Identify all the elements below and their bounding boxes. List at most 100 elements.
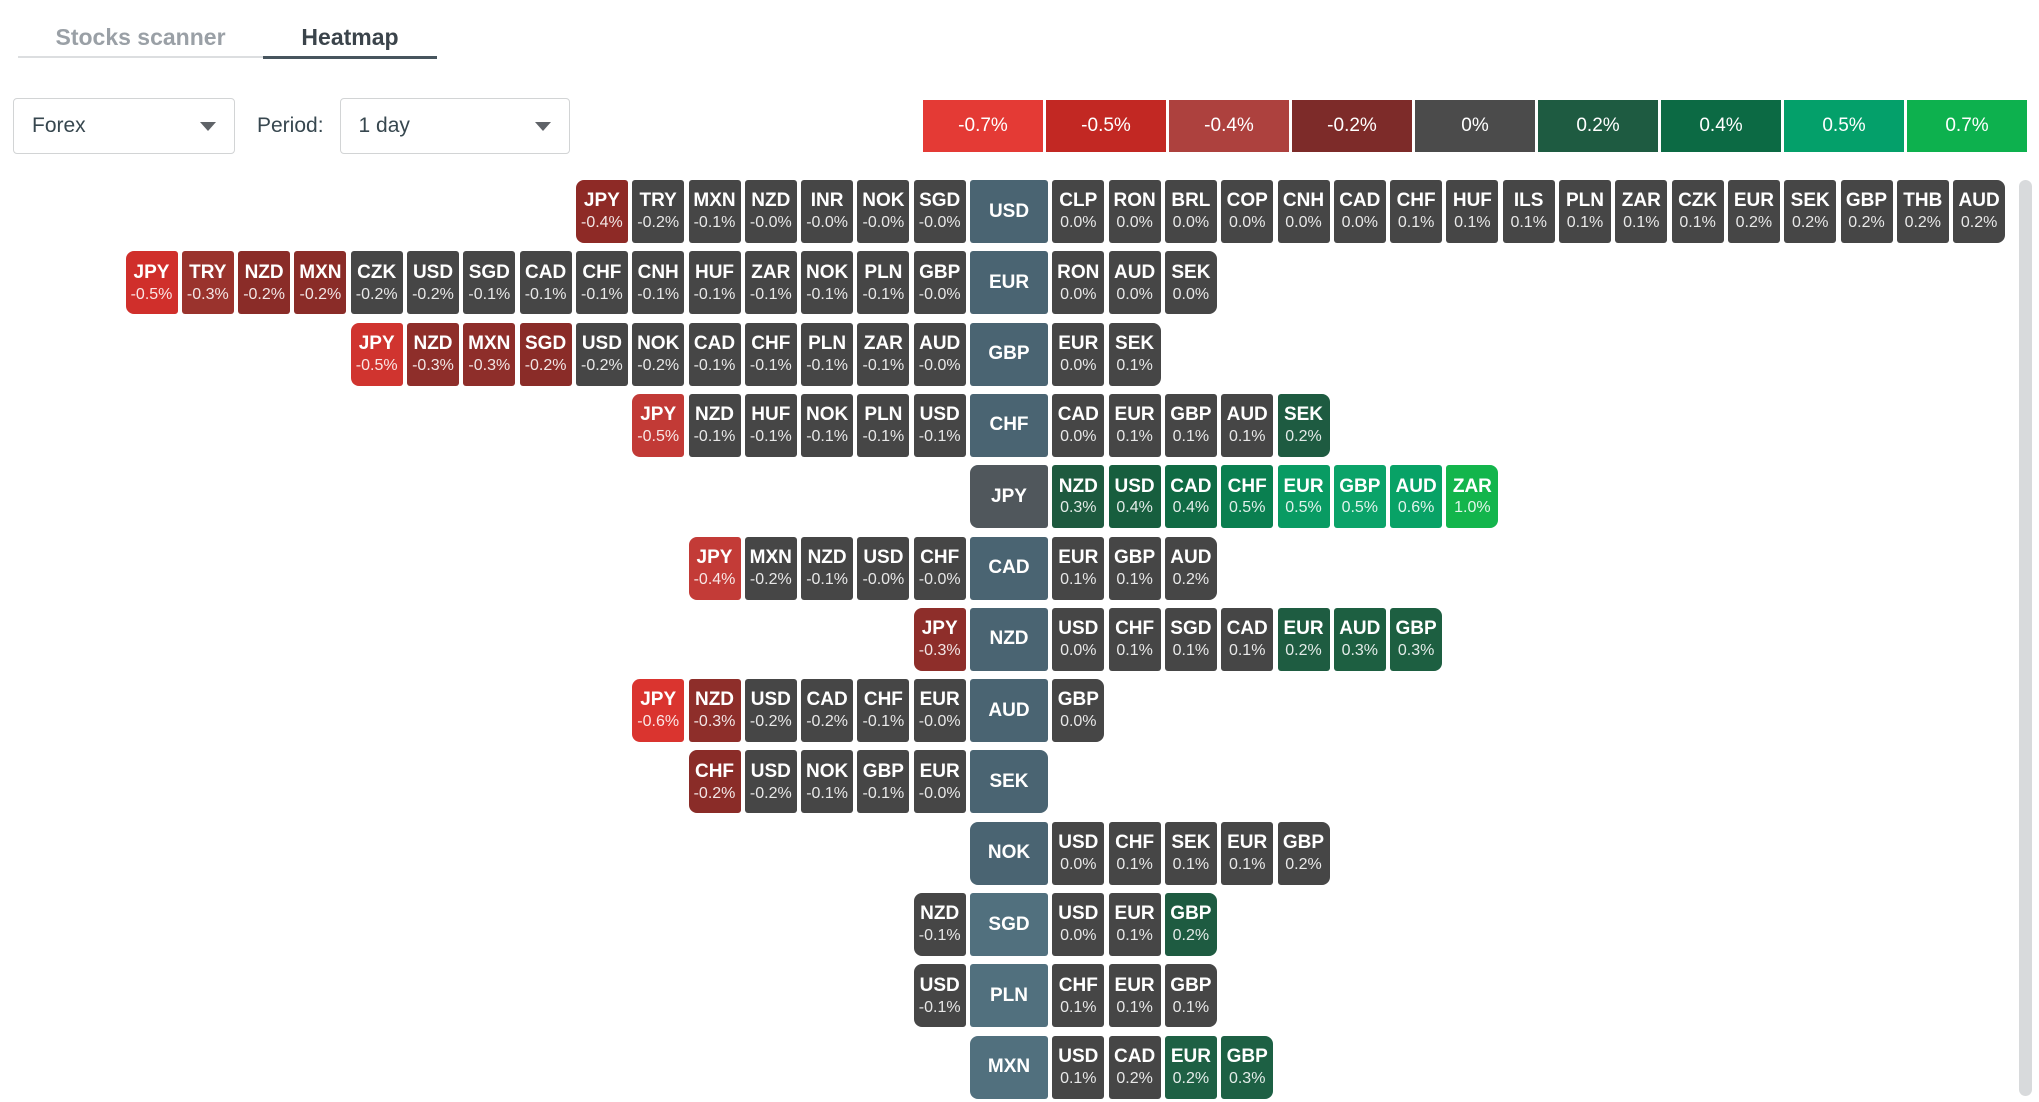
cell-NZDSGD[interactable]: SGD 0.1% — [1164, 607, 1217, 671]
cell-AUDCAD[interactable]: CAD -0.2% — [801, 679, 854, 743]
cell-JPYCHF[interactable]: CHF 0.5% — [1221, 465, 1274, 529]
cell-USDCLP[interactable]: CLP 0.0% — [1052, 180, 1105, 243]
cell-EURCHF[interactable]: CHF -0.1% — [575, 251, 628, 315]
cell-SGDEUR[interactable]: EUR 0.1% — [1108, 893, 1161, 956]
cell-EURSGD[interactable]: SGD -0.1% — [463, 251, 516, 315]
cell-AUDUSD[interactable]: USD -0.2% — [744, 679, 797, 743]
cell-USDSEK[interactable]: SEK 0.2% — [1784, 180, 1837, 243]
row-label-EUR[interactable]: EUR — [970, 251, 1048, 315]
cell-USDINR[interactable]: INR -0.0% — [801, 180, 854, 243]
cell-NOKGBP[interactable]: GBP 0.2% — [1277, 821, 1330, 885]
tab-heatmap[interactable]: Heatmap — [263, 18, 437, 59]
cell-EURAUD[interactable]: AUD 0.0% — [1108, 251, 1161, 315]
cell-MXNCAD[interactable]: CAD 0.2% — [1108, 1035, 1161, 1099]
cell-CADJPY[interactable]: JPY -0.4% — [688, 536, 741, 600]
cell-EURZAR[interactable]: ZAR -0.1% — [744, 251, 797, 315]
cell-CADEUR[interactable]: EUR 0.1% — [1052, 536, 1105, 600]
row-label-USD[interactable]: USD — [970, 180, 1048, 243]
cell-SGDGBP[interactable]: GBP 0.2% — [1164, 893, 1217, 956]
cell-GBPSGD[interactable]: SGD -0.2% — [519, 322, 572, 386]
cell-USDAUD[interactable]: AUD 0.2% — [1953, 180, 2006, 243]
cell-CHFHUF[interactable]: HUF -0.1% — [744, 393, 797, 457]
tab-stocks-scanner[interactable]: Stocks scanner — [18, 18, 263, 58]
cell-CADGBP[interactable]: GBP 0.1% — [1108, 536, 1161, 600]
cell-SEKUSD[interactable]: USD -0.2% — [744, 750, 797, 814]
cell-USDCNH[interactable]: CNH 0.0% — [1277, 180, 1330, 243]
cell-NZDEUR[interactable]: EUR 0.2% — [1277, 607, 1330, 671]
cell-GBPMXN[interactable]: MXN -0.3% — [463, 322, 516, 386]
cell-EURNOK[interactable]: NOK -0.1% — [801, 251, 854, 315]
cell-NZDGBP[interactable]: GBP 0.3% — [1390, 607, 1443, 671]
row-label-GBP[interactable]: GBP — [970, 322, 1048, 386]
cell-CHFJPY[interactable]: JPY -0.5% — [632, 393, 685, 457]
cell-SEKEUR[interactable]: EUR -0.0% — [913, 750, 966, 814]
cell-AUDCHF[interactable]: CHF -0.1% — [857, 679, 910, 743]
cell-SGDNZD[interactable]: NZD -0.1% — [913, 893, 966, 956]
cell-JPYEUR[interactable]: EUR 0.5% — [1277, 465, 1330, 529]
cell-EURRON[interactable]: RON 0.0% — [1052, 251, 1105, 315]
cell-USDCAD[interactable]: CAD 0.0% — [1333, 180, 1386, 243]
cell-GBPNOK[interactable]: NOK -0.2% — [632, 322, 685, 386]
cell-CHFAUD[interactable]: AUD 0.1% — [1221, 393, 1274, 457]
row-label-PLN[interactable]: PLN — [970, 964, 1048, 1028]
cell-NZDAUD[interactable]: AUD 0.3% — [1333, 607, 1386, 671]
cell-AUDNZD[interactable]: NZD -0.3% — [688, 679, 741, 743]
cell-GBPJPY[interactable]: JPY -0.5% — [350, 322, 403, 386]
cell-USDPLN[interactable]: PLN 0.1% — [1559, 180, 1611, 243]
cell-USDZAR[interactable]: ZAR 0.1% — [1615, 180, 1668, 243]
cell-USDJPY[interactable]: JPY -0.4% — [575, 180, 628, 243]
cell-AUDJPY[interactable]: JPY -0.6% — [632, 679, 685, 743]
cell-CADNZD[interactable]: NZD -0.1% — [801, 536, 854, 600]
cell-EURGBP[interactable]: GBP -0.0% — [913, 251, 966, 315]
row-label-NOK[interactable]: NOK — [970, 821, 1048, 885]
cell-NZDJPY[interactable]: JPY -0.3% — [913, 607, 966, 671]
cell-MXNUSD[interactable]: USD 0.1% — [1052, 1035, 1105, 1099]
cell-USDCOP[interactable]: COP 0.0% — [1221, 180, 1274, 243]
cell-CHFNOK[interactable]: NOK -0.1% — [801, 393, 854, 457]
cell-CHFGBP[interactable]: GBP 0.1% — [1164, 393, 1217, 457]
cell-GBPZAR[interactable]: ZAR -0.1% — [857, 322, 910, 386]
cell-JPYZAR[interactable]: ZAR 1.0% — [1446, 465, 1499, 529]
cell-GBPCAD[interactable]: CAD -0.1% — [688, 322, 741, 386]
cell-CADCHF[interactable]: CHF -0.0% — [913, 536, 966, 600]
cell-JPYCAD[interactable]: CAD 0.4% — [1164, 465, 1217, 529]
cell-CADAUD[interactable]: AUD 0.2% — [1164, 536, 1217, 600]
cell-JPYUSD[interactable]: USD 0.4% — [1108, 465, 1161, 529]
cell-NOKEUR[interactable]: EUR 0.1% — [1221, 821, 1274, 885]
cell-MXNGBP[interactable]: GBP 0.3% — [1221, 1035, 1274, 1099]
cell-PLNCHF[interactable]: CHF 0.1% — [1052, 964, 1105, 1028]
cell-GBPNZD[interactable]: NZD -0.3% — [407, 322, 459, 386]
cell-EURJPY[interactable]: JPY -0.5% — [125, 251, 178, 315]
cell-USDNZD[interactable]: NZD -0.0% — [744, 180, 797, 243]
cell-PLNEUR[interactable]: EUR 0.1% — [1108, 964, 1161, 1028]
cell-USDCHF[interactable]: CHF 0.1% — [1390, 180, 1443, 243]
cell-AUDGBP[interactable]: GBP 0.0% — [1052, 679, 1105, 743]
cell-USDILS[interactable]: ILS 0.1% — [1502, 180, 1555, 243]
cell-USDMXN[interactable]: MXN -0.1% — [688, 180, 741, 243]
cell-CHFEUR[interactable]: EUR 0.1% — [1108, 393, 1161, 457]
cell-USDHUF[interactable]: HUF 0.1% — [1446, 180, 1499, 243]
cell-NOKUSD[interactable]: USD 0.0% — [1052, 821, 1105, 885]
cell-SEKGBP[interactable]: GBP -0.1% — [857, 750, 910, 814]
cell-NZDUSD[interactable]: USD 0.0% — [1052, 607, 1105, 671]
cell-EURCAD[interactable]: CAD -0.1% — [519, 251, 572, 315]
cell-NOKCHF[interactable]: CHF 0.1% — [1108, 821, 1161, 885]
cell-SEKCHF[interactable]: CHF -0.2% — [688, 750, 741, 814]
cell-USDNOK[interactable]: NOK -0.0% — [857, 180, 910, 243]
row-label-SGD[interactable]: SGD — [970, 893, 1048, 956]
cell-PLNUSD[interactable]: USD -0.1% — [913, 964, 966, 1028]
cell-USDGBP[interactable]: GBP 0.2% — [1840, 180, 1893, 243]
cell-AUDEUR[interactable]: EUR -0.0% — [913, 679, 966, 743]
cell-GBPEUR[interactable]: EUR 0.0% — [1052, 322, 1105, 386]
cell-USDTHB[interactable]: THB 0.2% — [1896, 180, 1949, 243]
cell-SGDUSD[interactable]: USD 0.0% — [1052, 893, 1105, 956]
cell-JPYGBP[interactable]: GBP 0.5% — [1333, 465, 1386, 529]
cell-CHFUSD[interactable]: USD -0.1% — [913, 393, 966, 457]
row-label-CAD[interactable]: CAD — [970, 536, 1048, 600]
cell-NZDCHF[interactable]: CHF 0.1% — [1108, 607, 1161, 671]
cell-EURSEK[interactable]: SEK 0.0% — [1164, 251, 1217, 315]
cell-JPYNZD[interactable]: NZD 0.3% — [1052, 465, 1105, 529]
cell-NZDCAD[interactable]: CAD 0.1% — [1221, 607, 1274, 671]
cell-USDBRL[interactable]: BRL 0.0% — [1164, 180, 1217, 243]
row-label-CHF[interactable]: CHF — [970, 393, 1048, 457]
